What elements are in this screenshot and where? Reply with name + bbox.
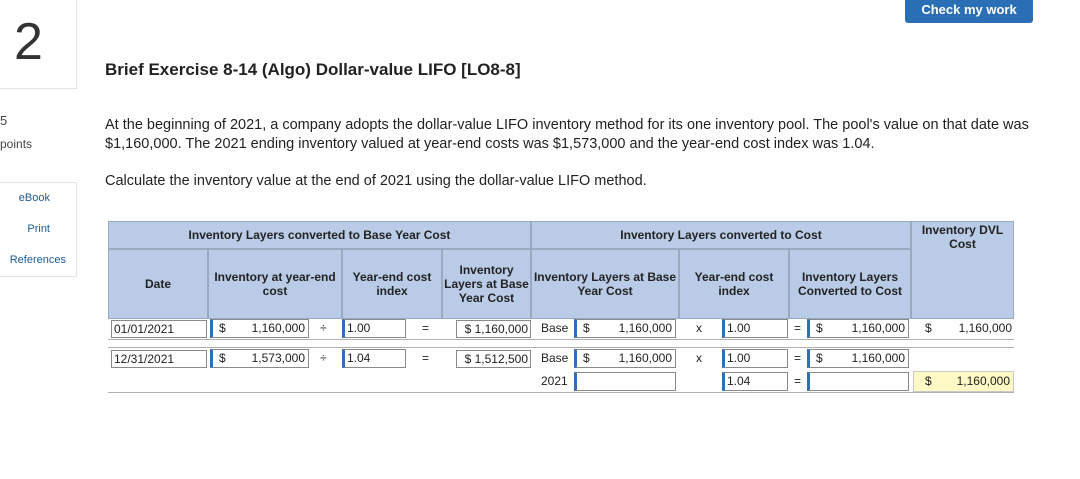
row3-dvl-currency: $ [925, 374, 932, 388]
row2-yearend-currency: $ [219, 351, 226, 365]
col-inventory-yearend: Inventory at year-end cost [208, 249, 342, 319]
row1-yearend-currency: $ [219, 321, 226, 335]
problem-statement: At the beginning of 2021, a company adop… [105, 117, 1029, 152]
row2-index-value: 1.04 [347, 351, 371, 365]
row2-index-input[interactable]: 1.04 [342, 349, 406, 368]
row3-index2-input[interactable]: 1.04 [722, 372, 788, 391]
row2-index2-input[interactable]: 1.00 [722, 349, 788, 368]
row1-dvl-currency: $ [925, 321, 932, 335]
question-number-box: 2 [0, 0, 77, 89]
row1-divide-sign: ÷ [320, 321, 327, 335]
row2-date: 12/31/2021 [111, 350, 207, 368]
row2-equals-sign: = [422, 351, 430, 365]
dvl-lifo-table: Inventory Layers converted to Base Year … [108, 221, 1014, 393]
row1-multiply-sign: x [696, 321, 702, 335]
row1-layer-currency: $ [583, 321, 590, 335]
row1-index2-value: 1.00 [727, 321, 751, 335]
row1-index-input[interactable]: 1.00 [342, 319, 406, 338]
header-dvl-cost: Inventory DVL Cost [911, 221, 1014, 319]
resource-links: eBook Print References [0, 182, 77, 277]
row1-index-value: 1.00 [347, 321, 371, 335]
row1-layer-input[interactable]: $ 1,160,000 [574, 319, 676, 338]
row1-yearend-value: 1,160,000 [251, 321, 305, 335]
row3-index2-value: 1.04 [727, 374, 751, 388]
row1-equals-sign-2: = [794, 321, 802, 335]
row3-converted-input[interactable] [807, 372, 909, 391]
row-divider [108, 347, 1014, 348]
print-link[interactable]: Print [27, 223, 50, 235]
row2-base-cost: $ 1,512,500 [456, 350, 531, 368]
row3-dvl-total: $ 1,160,000 [913, 371, 1014, 392]
row1-yearend-input[interactable]: $ 1,160,000 [210, 319, 309, 338]
col-layers-base-2: Inventory Layers at Base Year Cost [531, 249, 679, 319]
row2-yearend-input[interactable]: $ 1,573,000 [210, 349, 309, 368]
row1-equals-sign: = [422, 321, 430, 335]
row2-index2-value: 1.00 [727, 351, 751, 365]
row1-index2-input[interactable]: 1.00 [722, 319, 788, 338]
header-cost-group: Inventory Layers converted to Cost [531, 221, 911, 249]
row2-multiply-sign: x [696, 351, 702, 365]
row1-base-cost: $ 1,160,000 [456, 320, 531, 338]
row2-converted-currency: $ [816, 351, 823, 365]
row-divider [108, 339, 1014, 340]
row1-dvl-value: 1,160,000 [958, 321, 1012, 335]
col-layers-base: Inventory Layers at Base Year Cost [442, 249, 531, 319]
col-yearend-index: Year-end cost index [342, 249, 442, 319]
table-bottom-border [108, 392, 1014, 393]
row2-divide-sign: ÷ [320, 351, 327, 365]
row2-equals-sign-2: = [794, 351, 802, 365]
question-number: 2 [14, 13, 43, 71]
row2-layer-input[interactable]: $ 1,160,000 [574, 349, 676, 368]
row2-layer-value: 1,160,000 [618, 351, 672, 365]
col-converted-to-cost: Inventory Layers Converted to Cost [789, 249, 911, 319]
left-rail: 2 5 points eBook Print References [0, 0, 77, 479]
ebook-link[interactable]: eBook [18, 192, 50, 204]
row3-layer-label: 2021 [541, 374, 568, 388]
row3-equals-sign-2: = [794, 374, 802, 388]
points-label: points [0, 137, 33, 151]
check-my-work-button[interactable]: Check my work [905, 0, 1033, 23]
row2-converted-input[interactable]: $ 1,160,000 [807, 349, 909, 368]
row1-converted-currency: $ [816, 321, 823, 335]
row1-layer-label: Base [541, 321, 569, 335]
references-link[interactable]: References [9, 254, 66, 266]
row2-layer-label: Base [541, 351, 569, 365]
points-value: 5 [0, 113, 8, 128]
instruction: Calculate the inventory value at the end… [105, 173, 647, 189]
row1-layer-value: 1,160,000 [618, 321, 672, 335]
col-yearend-index-2: Year-end cost index [679, 249, 789, 319]
header-base-year-group: Inventory Layers converted to Base Year … [108, 221, 531, 249]
row2-yearend-value: 1,573,000 [251, 351, 305, 365]
row2-layer-currency: $ [583, 351, 590, 365]
col-date: Date [108, 249, 208, 319]
exercise-title: Brief Exercise 8-14 (Algo) Dollar-value … [105, 60, 521, 79]
row2-converted-value: 1,160,000 [851, 351, 905, 365]
row1-date: 01/01/2021 [111, 320, 207, 338]
row1-converted-input[interactable]: $ 1,160,000 [807, 319, 909, 338]
row3-dvl-value: 1,160,000 [956, 374, 1010, 388]
row1-converted-value: 1,160,000 [851, 321, 905, 335]
row3-layer-input[interactable] [574, 372, 676, 391]
